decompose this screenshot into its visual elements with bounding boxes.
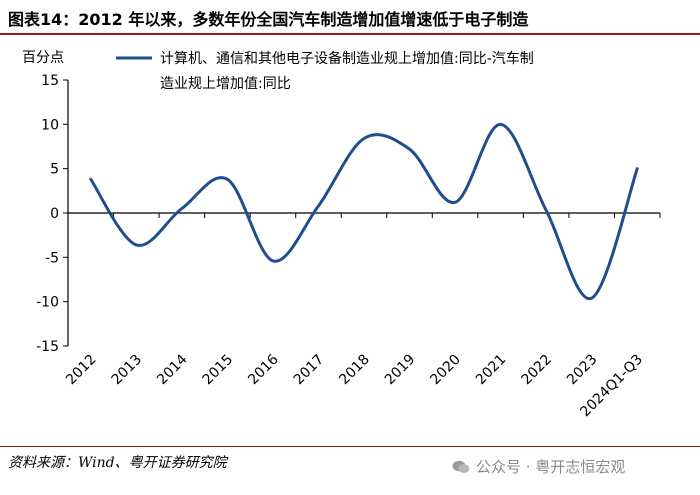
series-line (89, 122, 639, 300)
y-tick-label: 0 (50, 206, 59, 222)
x-tick-label: 2020 (427, 352, 464, 389)
x-tick-label: 2023 (564, 352, 601, 389)
wechat-icon (452, 460, 470, 473)
x-tick-label: 2022 (518, 352, 555, 389)
y-axis-unit: 百分点 (22, 50, 64, 66)
y-tick-label: -15 (36, 339, 59, 355)
x-tick-label: 2018 (336, 352, 373, 389)
x-tick-label: 2013 (109, 352, 146, 389)
data-point (135, 243, 138, 246)
y-tick-label: 5 (50, 162, 59, 178)
data-point (271, 259, 274, 262)
data-point (499, 123, 502, 126)
watermark: 公众号 · 粤开志恒宏观 (452, 456, 625, 477)
data-point (180, 207, 183, 210)
series-points (89, 123, 638, 300)
x-tick-label: 2015 (200, 352, 237, 389)
axes (63, 79, 661, 347)
x-tick-label: 2017 (291, 352, 328, 389)
data-point (590, 297, 593, 300)
source-note: 资料来源：Wind、粤开证券研究院 (8, 455, 227, 471)
data-point (545, 209, 548, 212)
y-tick-labels: 15 10 5 0 -5 -10 -15 (36, 73, 59, 355)
data-point (454, 201, 457, 204)
x-tick-label: 2016 (245, 351, 282, 388)
x-tick-label: 2019 (382, 352, 419, 389)
title-divider (0, 33, 700, 35)
legend-label: 计算机、通信和其他电子设备制造业规上增加值:同比-汽车制 (160, 50, 534, 67)
data-point (363, 137, 366, 140)
data-point (317, 204, 320, 207)
legend: 计算机、通信和其他电子设备制造业规上增加值:同比-汽车制 造业规上增加值:同比 (116, 50, 534, 92)
y-tick-label: 10 (41, 117, 59, 133)
x-tick-label: 2021 (473, 352, 510, 389)
y-tick-label: -10 (36, 295, 59, 311)
x-tick-labels: 2012 2013 2014 2015 2016 2017 2018 2019 2020 2021… (63, 351, 646, 420)
footer-divider (0, 446, 700, 447)
y-tick-label: -5 (45, 250, 59, 266)
data-point (89, 178, 92, 181)
y-tick-label: 15 (41, 73, 59, 89)
x-tick-label: 2014 (154, 351, 191, 388)
data-point (408, 148, 411, 151)
data-point (636, 167, 639, 170)
data-point (226, 178, 229, 181)
chart-title: 图表14：2012 年以来，多数年份全国汽车制造增加值增速低于电子制造 (8, 10, 529, 29)
x-tick-label: 2012 (63, 352, 100, 389)
legend-label-continued: 造业规上增加值:同比 (160, 76, 291, 92)
watermark-text: 公众号 · 粤开志恒宏观 (476, 458, 626, 476)
